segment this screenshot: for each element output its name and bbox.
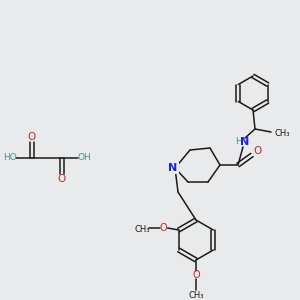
Text: O: O <box>160 223 167 233</box>
Text: CH₃: CH₃ <box>188 290 204 299</box>
Text: HO: HO <box>3 154 17 163</box>
Text: CH₃: CH₃ <box>274 128 290 137</box>
Text: O: O <box>58 174 66 184</box>
Text: N: N <box>168 163 178 173</box>
Text: O: O <box>192 270 200 280</box>
Text: O: O <box>28 132 36 142</box>
Text: CH₃: CH₃ <box>135 224 150 233</box>
Text: OH: OH <box>77 154 91 163</box>
Text: N: N <box>240 137 250 147</box>
Text: H: H <box>235 137 242 146</box>
Text: O: O <box>253 146 261 156</box>
